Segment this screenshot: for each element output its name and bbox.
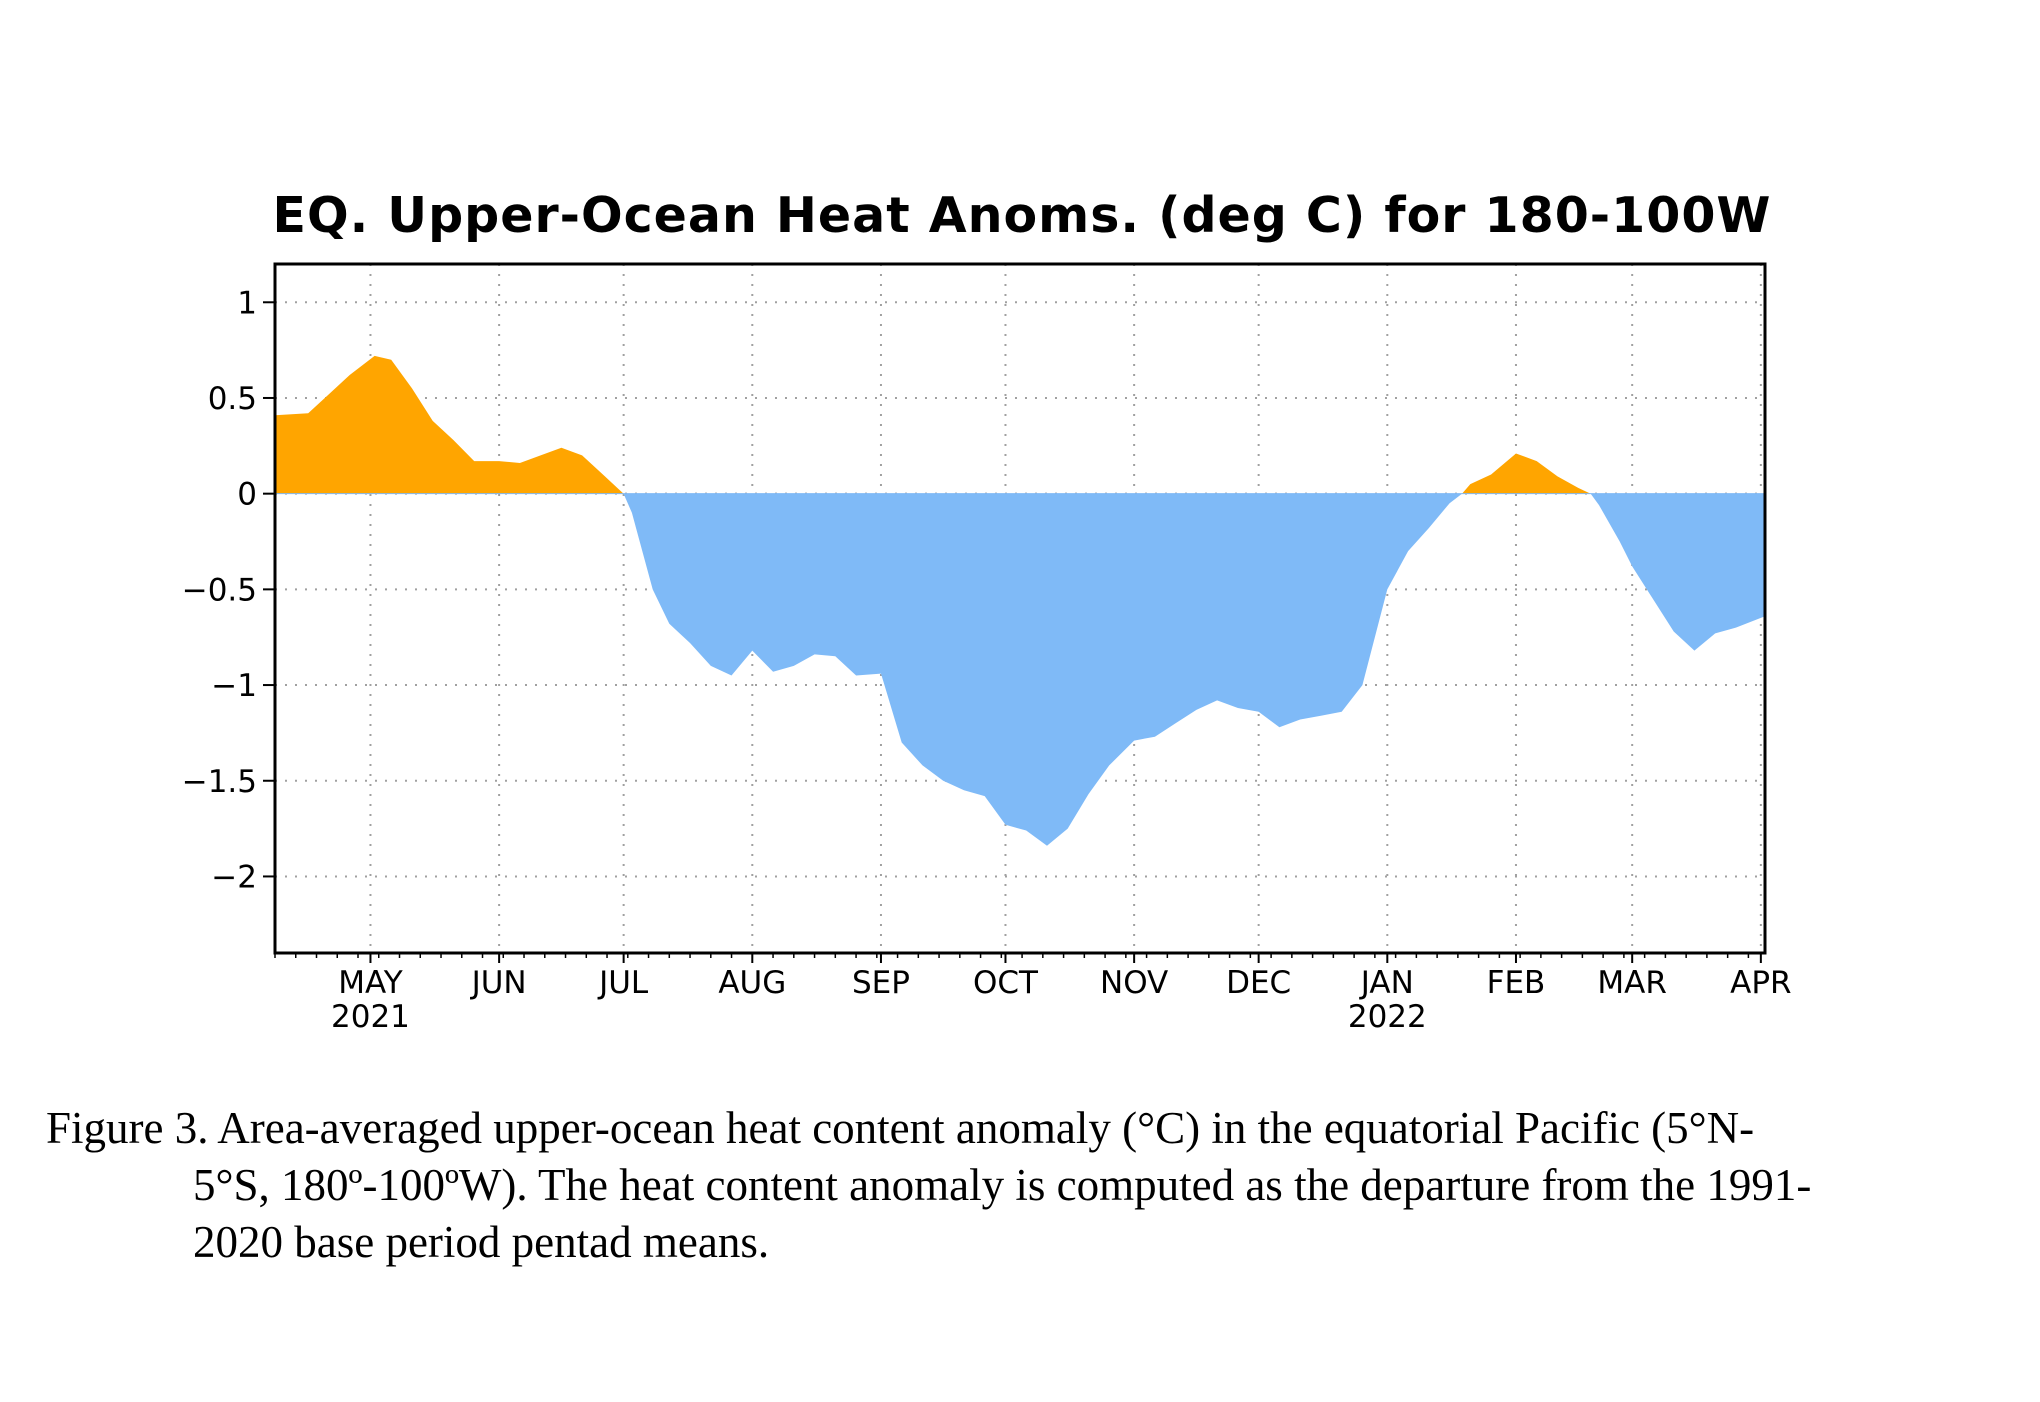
x-tick-label: FEB [1487,965,1546,1001]
anomaly-area [275,355,1765,846]
x-tick-label: AUG [718,965,786,1001]
x-tick-label: SEP [852,965,910,1001]
x-tick-label: OCT [973,965,1039,1001]
y-tick-label: −1 [211,668,257,704]
positive-anomaly-area [1462,453,1591,494]
x-tick-label: JUL [597,965,649,1001]
negative-anomaly-area [623,493,1462,846]
y-tick-label: 0.5 [208,381,257,417]
x-tick-label: MAR [1597,965,1667,1001]
y-tick-label: 0 [237,477,257,513]
y-axis-ticks: 1 0.5 0 −0.5 −1 −1.5 −2 [182,285,275,895]
x-tick-label: JUN [470,965,527,1001]
figure-caption: Figure 3. Area-averaged upper-ocean heat… [46,1100,2006,1271]
x-tick-label: MAY [338,965,403,1001]
caption-line-1: Figure 3. Area-averaged upper-ocean heat… [46,1103,1755,1153]
heat-anomaly-chart: EQ. Upper-Ocean Heat Anoms. (deg C) for … [182,187,1792,1035]
caption-line-2: 5°S, 180º-100ºW). The heat content anoma… [193,1160,1812,1210]
x-tick-year-label: 2022 [1348,999,1427,1035]
y-tick-label: −2 [211,859,257,895]
caption-line-3: 2020 base period pentad means. [193,1217,770,1267]
x-tick-label: APR [1730,965,1791,1001]
x-tick-label: NOV [1100,965,1168,1001]
positive-anomaly-area [275,355,624,494]
plot-frame [273,262,1767,955]
x-tick-label: DEC [1226,965,1291,1001]
y-tick-label: 1 [237,285,257,321]
x-tick-year-label: 2021 [331,999,410,1035]
negative-anomaly-area [1590,493,1765,651]
x-tick-label: JAN [1359,965,1414,1001]
y-tick-label: −1.5 [182,764,257,800]
chart-title: EQ. Upper-Ocean Heat Anoms. (deg C) for … [273,187,1772,244]
y-tick-label: −0.5 [182,572,257,608]
